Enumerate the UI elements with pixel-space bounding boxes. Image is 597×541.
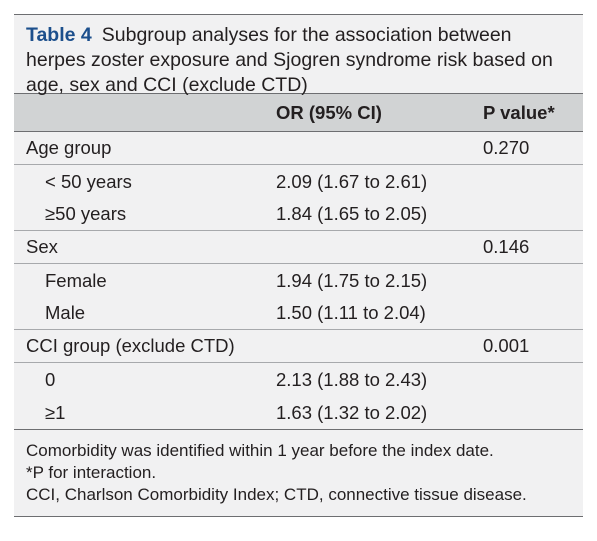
row-label: Age group xyxy=(26,137,112,158)
row-label: ≥50 years xyxy=(45,203,127,224)
row-or: 1.50 (1.11 to 2.04) xyxy=(276,302,426,323)
table-row: Age group 0.270 xyxy=(14,132,583,165)
footnote-line: *P for interaction. xyxy=(26,463,157,482)
row-or: 2.13 (1.88 to 2.43) xyxy=(276,368,428,390)
row-label: Sex xyxy=(26,236,58,257)
row-label: 0 xyxy=(45,368,56,390)
row-p-value: 0.001 xyxy=(483,335,530,356)
footnote-line: Comorbidity was identified within 1 year… xyxy=(26,441,494,460)
table-row: 0 2.13 (1.88 to 2.43) xyxy=(14,363,583,396)
table-caption: Table 4 Subgroup analyses for the associa… xyxy=(14,14,583,96)
row-or: 2.09 (1.67 to 2.61) xyxy=(276,170,428,192)
row-or: 1.84 (1.65 to 2.05) xyxy=(276,203,428,224)
table-row: < 50 years 2.09 (1.67 to 2.61) xyxy=(14,165,583,198)
table-container: Table 4 Subgroup analyses for the associa… xyxy=(14,14,583,517)
table-row: Female 1.94 (1.75 to 2.15) xyxy=(14,264,583,297)
row-or: 1.63 (1.32 to 2.02) xyxy=(276,401,428,423)
table-row: Sex 0.146 xyxy=(14,231,583,264)
row-or: 1.94 (1.75 to 2.15) xyxy=(276,269,428,291)
table-row: CCI group (exclude CTD) 0.001 xyxy=(14,330,583,363)
table-header: OR (95% CI) P value* xyxy=(14,93,583,132)
row-label: Female xyxy=(45,269,107,291)
footnote-line: CCI, Charlson Comorbidity Index; CTD, co… xyxy=(26,485,527,504)
row-p-value: 0.146 xyxy=(483,236,530,257)
table-row: ≥50 years 1.84 (1.65 to 2.05) xyxy=(14,198,583,231)
row-p-value: 0.270 xyxy=(483,137,530,158)
caption-text: Subgroup analyses for the association be… xyxy=(26,24,553,96)
row-label: CCI group (exclude CTD) xyxy=(26,335,235,356)
header-or: OR (95% CI) xyxy=(276,101,382,123)
row-label: Male xyxy=(45,302,86,323)
header-p-value: P value* xyxy=(483,101,555,123)
table-row: Male 1.50 (1.11 to 2.04) xyxy=(14,297,583,330)
table-body: Age group 0.270 < 50 years 2.09 (1.67 to… xyxy=(14,132,583,429)
table-row: ≥1 1.63 (1.32 to 2.02) xyxy=(14,396,583,429)
row-label: ≥1 xyxy=(45,401,66,423)
table-number: Table 4 xyxy=(26,24,92,46)
table-footnotes: Comorbidity was identified within 1 year… xyxy=(14,429,583,517)
row-label: < 50 years xyxy=(45,170,132,192)
